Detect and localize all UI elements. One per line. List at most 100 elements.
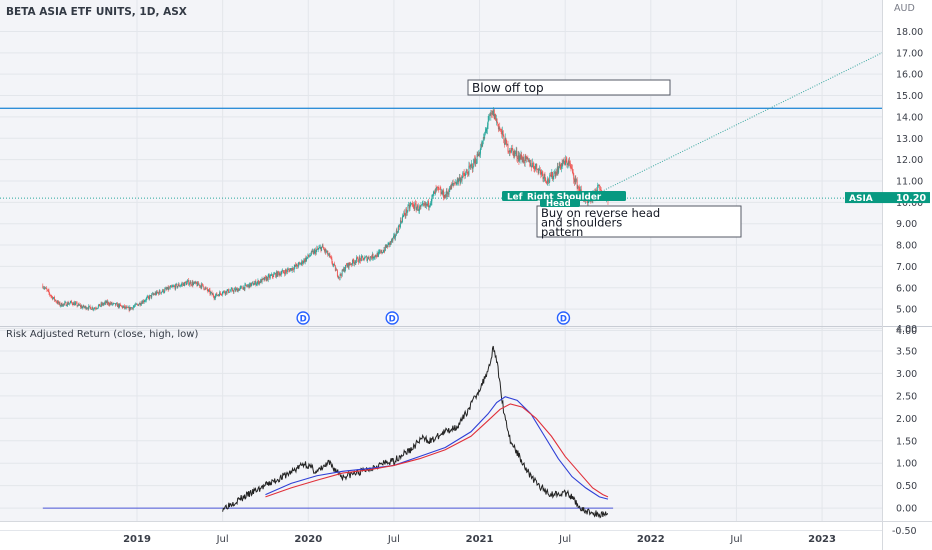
candle-body — [521, 154, 523, 159]
blow-off-top-box[interactable] — [467, 79, 671, 96]
candle-body — [236, 288, 238, 292]
candle-body — [528, 159, 530, 162]
candle-body — [597, 185, 599, 192]
dividend-marker[interactable] — [385, 311, 399, 325]
candle-body — [501, 129, 503, 135]
candle-body — [250, 283, 252, 287]
candle-body — [262, 278, 264, 280]
candle-body — [365, 256, 366, 258]
candle-body — [78, 303, 80, 306]
candle-body — [205, 287, 207, 289]
candle-body — [243, 286, 245, 290]
candle-body — [494, 114, 496, 119]
head-badge[interactable] — [540, 199, 580, 207]
candle-body — [489, 114, 491, 116]
candle-body — [374, 255, 376, 258]
currency-label: AUD — [894, 3, 915, 14]
candle-body — [361, 256, 363, 257]
candle-body — [225, 290, 227, 294]
candle-body — [136, 304, 138, 305]
candle-body — [52, 297, 54, 300]
candle-body — [517, 157, 519, 160]
candle-body — [133, 306, 135, 307]
candle-body — [383, 249, 385, 253]
candle-body — [162, 289, 164, 292]
dividend-marker[interactable] — [296, 311, 310, 325]
candle-body — [298, 263, 300, 264]
candle-body — [542, 173, 544, 179]
candle-body — [428, 201, 429, 208]
candle-body — [455, 182, 457, 185]
candle-body — [344, 269, 346, 272]
candle-body — [518, 155, 520, 161]
candle-body — [565, 159, 567, 161]
candle-body — [274, 273, 276, 275]
candle-body — [262, 278, 264, 279]
dividend-marker-label: D — [560, 315, 567, 325]
candle-body — [64, 302, 66, 304]
indicator-pane[interactable] — [0, 327, 882, 521]
buy-note-box[interactable] — [536, 205, 742, 238]
candle-body — [108, 302, 110, 305]
candle-body — [278, 271, 279, 273]
candle-body — [94, 308, 96, 309]
candle-body — [411, 203, 413, 205]
candle-body — [286, 271, 288, 272]
candle-body — [147, 296, 149, 297]
candle-body — [206, 287, 207, 289]
candle-body — [221, 293, 223, 295]
candle-body — [551, 172, 553, 177]
candle-body — [271, 274, 273, 277]
candle-body — [480, 144, 482, 149]
x-tick-label: 2020 — [294, 534, 322, 545]
candle-body — [553, 173, 555, 177]
candle-body — [191, 282, 193, 286]
candle-body — [336, 270, 338, 276]
x-tick-label: 2022 — [637, 534, 665, 545]
candle-body — [121, 305, 123, 307]
candle-body — [43, 287, 44, 289]
x-tick-label: Jul — [729, 534, 742, 545]
candle-body — [138, 302, 140, 305]
candle-body — [567, 163, 569, 165]
candle-body — [180, 285, 181, 287]
price-pane[interactable] — [0, 0, 882, 326]
indicator-tick-label: 4.00 — [896, 324, 917, 335]
candle-body — [487, 121, 489, 126]
candle-body — [351, 264, 353, 265]
candle-body — [201, 283, 203, 288]
indicator-series-line[interactable] — [222, 345, 609, 519]
candle-body — [55, 300, 57, 302]
candle-body — [125, 306, 127, 309]
candle-body — [149, 295, 151, 296]
candle-body — [437, 187, 439, 188]
price-tick-label: 8.00 — [896, 241, 917, 252]
candle-body — [531, 166, 533, 168]
candle-body — [203, 286, 205, 290]
dividend-marker[interactable] — [556, 311, 571, 325]
candle-body — [576, 179, 578, 189]
candle-body — [478, 153, 480, 155]
candle-body — [124, 306, 126, 308]
indicator-series-line[interactable] — [265, 403, 609, 498]
candle-body — [287, 269, 289, 271]
candle-body — [132, 307, 134, 309]
candle-body — [523, 162, 525, 163]
candle-body — [393, 234, 395, 236]
candle-body — [258, 280, 260, 285]
candle-body — [321, 246, 323, 251]
candle-body — [508, 151, 510, 153]
candle-body — [490, 113, 492, 116]
candle-body — [380, 250, 382, 253]
candle-body — [230, 288, 232, 291]
candle-body — [358, 257, 360, 263]
candle-body — [247, 284, 249, 286]
indicator-series-line[interactable] — [265, 396, 609, 500]
candle-body — [350, 264, 352, 265]
candle-body — [519, 155, 521, 161]
left-shoulder-text: Lef — [507, 193, 523, 203]
candle-body — [503, 135, 505, 143]
candle-body — [284, 272, 286, 275]
candle-body — [539, 168, 540, 170]
shoulders-badge[interactable] — [502, 191, 626, 201]
